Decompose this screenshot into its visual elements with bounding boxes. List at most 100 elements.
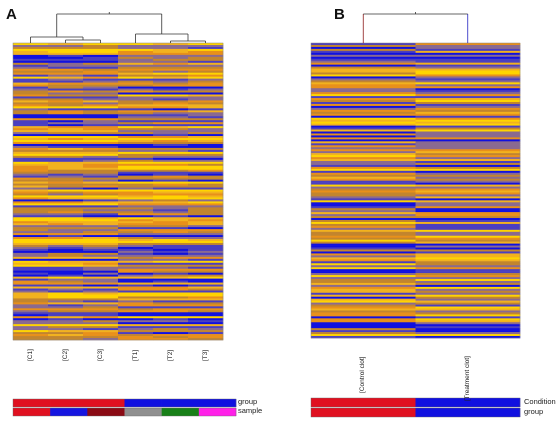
heatmap-cell xyxy=(118,260,154,264)
heatmap-cell xyxy=(415,257,521,260)
heatmap-cell xyxy=(415,70,521,73)
heatmap-cell xyxy=(153,94,189,97)
heatmap-cell xyxy=(188,68,224,72)
heatmap-cell xyxy=(188,231,224,234)
heatmap-cell xyxy=(311,324,416,327)
heatmap-cell xyxy=(48,88,84,91)
heatmap-cell xyxy=(118,179,154,182)
heatmap-cell xyxy=(311,332,416,335)
heatmap-cell xyxy=(311,190,416,193)
heatmap-cell xyxy=(83,215,119,218)
heatmap-cell xyxy=(311,82,416,85)
heatmap-cell xyxy=(48,175,84,178)
heatmap-cell xyxy=(83,320,119,323)
heatmap-cell xyxy=(188,225,224,228)
heatmap-cell xyxy=(311,64,416,67)
heatmap-cell xyxy=(415,141,521,144)
heatmap-cell xyxy=(13,221,49,224)
heatmap-cell xyxy=(153,189,189,192)
heatmap-cell xyxy=(153,171,189,174)
heatmap-cell xyxy=(83,116,119,119)
heatmap-cell xyxy=(13,177,49,180)
heatmap-cell xyxy=(415,103,521,107)
heatmap-cell xyxy=(311,336,416,339)
heatmap-cell xyxy=(48,308,84,311)
heatmap-cell xyxy=(13,181,49,184)
heatmap-cell xyxy=(311,188,416,191)
heatmap-cell xyxy=(48,94,84,97)
heatmap-cell xyxy=(48,177,84,180)
heatmap-cell xyxy=(118,229,154,232)
heatmap-cell xyxy=(153,207,189,210)
heatmap-cell xyxy=(188,229,224,232)
annotation-label: group xyxy=(238,397,258,406)
heatmap-cell xyxy=(83,143,119,147)
heatmap-cell xyxy=(153,54,189,58)
heatmap-cell xyxy=(311,239,416,242)
heatmap-cell xyxy=(13,118,49,121)
heatmap-cell xyxy=(13,88,49,91)
heatmap-cell xyxy=(415,332,521,335)
heatmap-cell xyxy=(153,74,189,77)
heatmap-cell xyxy=(153,116,189,119)
heatmap-cell xyxy=(188,241,224,244)
heatmap-cell xyxy=(13,72,49,75)
heatmap-cell xyxy=(188,134,224,137)
heatmap-cell xyxy=(118,266,154,270)
heatmap-cell xyxy=(311,111,416,115)
heatmap-cell xyxy=(118,225,154,228)
heatmap-cell xyxy=(188,169,224,172)
heatmap-cell xyxy=(118,143,154,147)
heatmap-cell xyxy=(13,64,49,68)
heatmap-cell xyxy=(188,86,224,89)
heatmap-cell xyxy=(415,214,521,217)
heatmap-cell xyxy=(13,84,49,87)
heatmap-cell xyxy=(118,256,154,260)
heatmap-cell xyxy=(48,326,84,329)
heatmap-cell xyxy=(83,217,119,220)
heatmap-cell xyxy=(188,130,224,133)
heatmap-cell xyxy=(48,266,84,270)
heatmap-cell xyxy=(188,132,224,135)
heatmap-cell xyxy=(48,116,84,119)
heatmap-cell xyxy=(48,330,84,333)
heatmap-cell xyxy=(311,125,416,128)
heatmap-cell xyxy=(188,126,224,129)
heatmap-cell xyxy=(48,280,84,283)
heatmap-cell xyxy=(153,215,189,218)
heatmap-cell xyxy=(13,199,49,202)
heatmap-cell xyxy=(153,72,189,75)
heatmap-cell xyxy=(83,235,119,238)
heatmap-cell xyxy=(13,161,49,165)
heatmap-cell xyxy=(118,155,154,159)
heatmap-cell xyxy=(188,203,224,206)
heatmap-cell xyxy=(48,153,84,157)
heatmap-cell xyxy=(13,252,49,256)
heatmap-cell xyxy=(415,296,521,299)
heatmap-cell xyxy=(48,316,84,319)
heatmap-cell xyxy=(118,163,154,167)
heatmap-cell xyxy=(118,128,154,131)
heatmap-cell xyxy=(48,118,84,121)
heatmap-cell xyxy=(188,116,224,119)
heatmap-cell xyxy=(83,252,119,256)
heatmap-cell xyxy=(13,138,49,141)
heatmap-cell xyxy=(83,52,119,56)
heatmap-cell xyxy=(83,314,119,317)
heatmap-cell xyxy=(153,217,189,220)
heatmap-cell xyxy=(48,173,84,176)
heatmap-cell xyxy=(188,94,224,97)
heatmap-cell xyxy=(415,43,521,46)
heatmap-cell xyxy=(13,312,49,315)
heatmap-cell xyxy=(83,338,119,341)
heatmap-cell xyxy=(188,244,224,248)
heatmap-cell xyxy=(311,164,416,168)
heatmap-cell xyxy=(188,153,224,157)
heatmap-cell xyxy=(118,314,154,317)
heatmap-cell xyxy=(311,257,416,260)
heatmap-cell xyxy=(188,72,224,75)
heatmap-cell xyxy=(153,187,189,190)
heatmap-cell xyxy=(83,90,119,93)
heatmap-cell xyxy=(83,300,119,303)
heatmap-cell xyxy=(311,308,416,311)
